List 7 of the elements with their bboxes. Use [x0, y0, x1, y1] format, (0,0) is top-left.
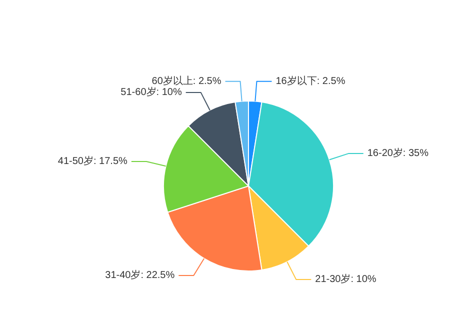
slice-label: 41-50岁: 17.5%	[58, 154, 128, 167]
slice-label: 60岁以上: 2.5%	[152, 74, 222, 87]
slice-label: 51-60岁: 10%	[120, 86, 182, 98]
slice-label: 31-40岁: 22.5%	[105, 269, 175, 282]
slice-label: 16岁以下: 2.5%	[276, 74, 346, 87]
slice-label: 16-20岁: 35%	[367, 147, 429, 160]
slice-label: 21-30岁: 10%	[315, 273, 376, 286]
